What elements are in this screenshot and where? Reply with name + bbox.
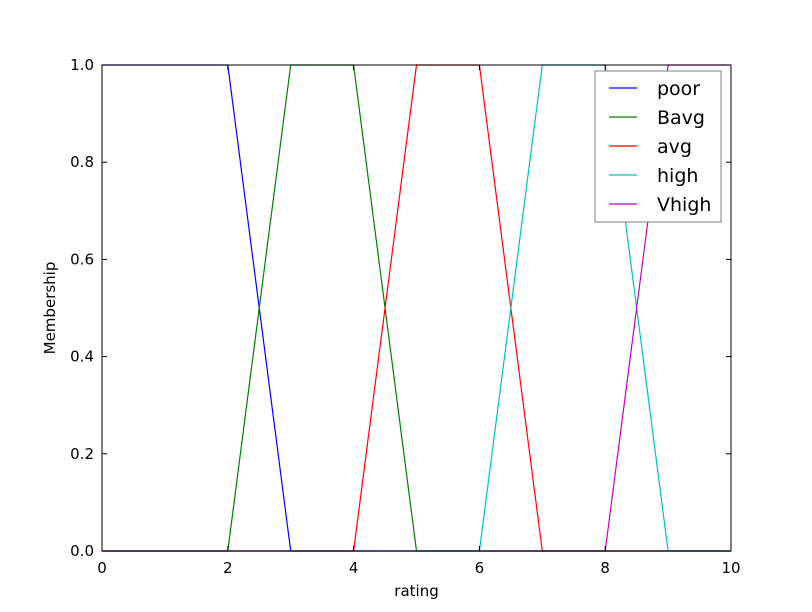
legend-label-poor: poor: [657, 78, 700, 100]
x-axis-label: rating: [394, 582, 438, 600]
legend-label-avg: avg: [657, 136, 692, 158]
y-tick-label: 1.0: [70, 56, 94, 74]
x-tick-label: 6: [475, 559, 485, 577]
y-tick-label: 0.8: [70, 153, 94, 171]
y-axis-label: Membership: [41, 262, 59, 355]
x-tick-label: 8: [600, 559, 610, 577]
legend-label-vhigh: Vhigh: [657, 194, 711, 216]
y-tick-label: 0.4: [70, 348, 94, 366]
x-tick-label: 10: [721, 559, 740, 577]
y-tick-label: 0.2: [70, 445, 94, 463]
legend-label-bavg: Bavg: [657, 107, 705, 129]
x-tick-label: 0: [97, 559, 107, 577]
x-tick-label: 4: [349, 559, 359, 577]
legend: poor Bavg avg high Vhigh: [594, 70, 722, 223]
legend-label-high: high: [657, 165, 698, 187]
y-tick-label: 0.6: [70, 250, 94, 268]
x-tick-label: 2: [223, 559, 233, 577]
plot-frame: [101, 64, 732, 552]
x-axis: 0 2 4 6 8 10: [97, 65, 741, 577]
y-tick-label: 0.0: [70, 542, 94, 560]
legend-box: [594, 70, 722, 223]
y-axis: 0.0 0.2 0.4 0.6 0.8 1.0: [70, 56, 731, 560]
